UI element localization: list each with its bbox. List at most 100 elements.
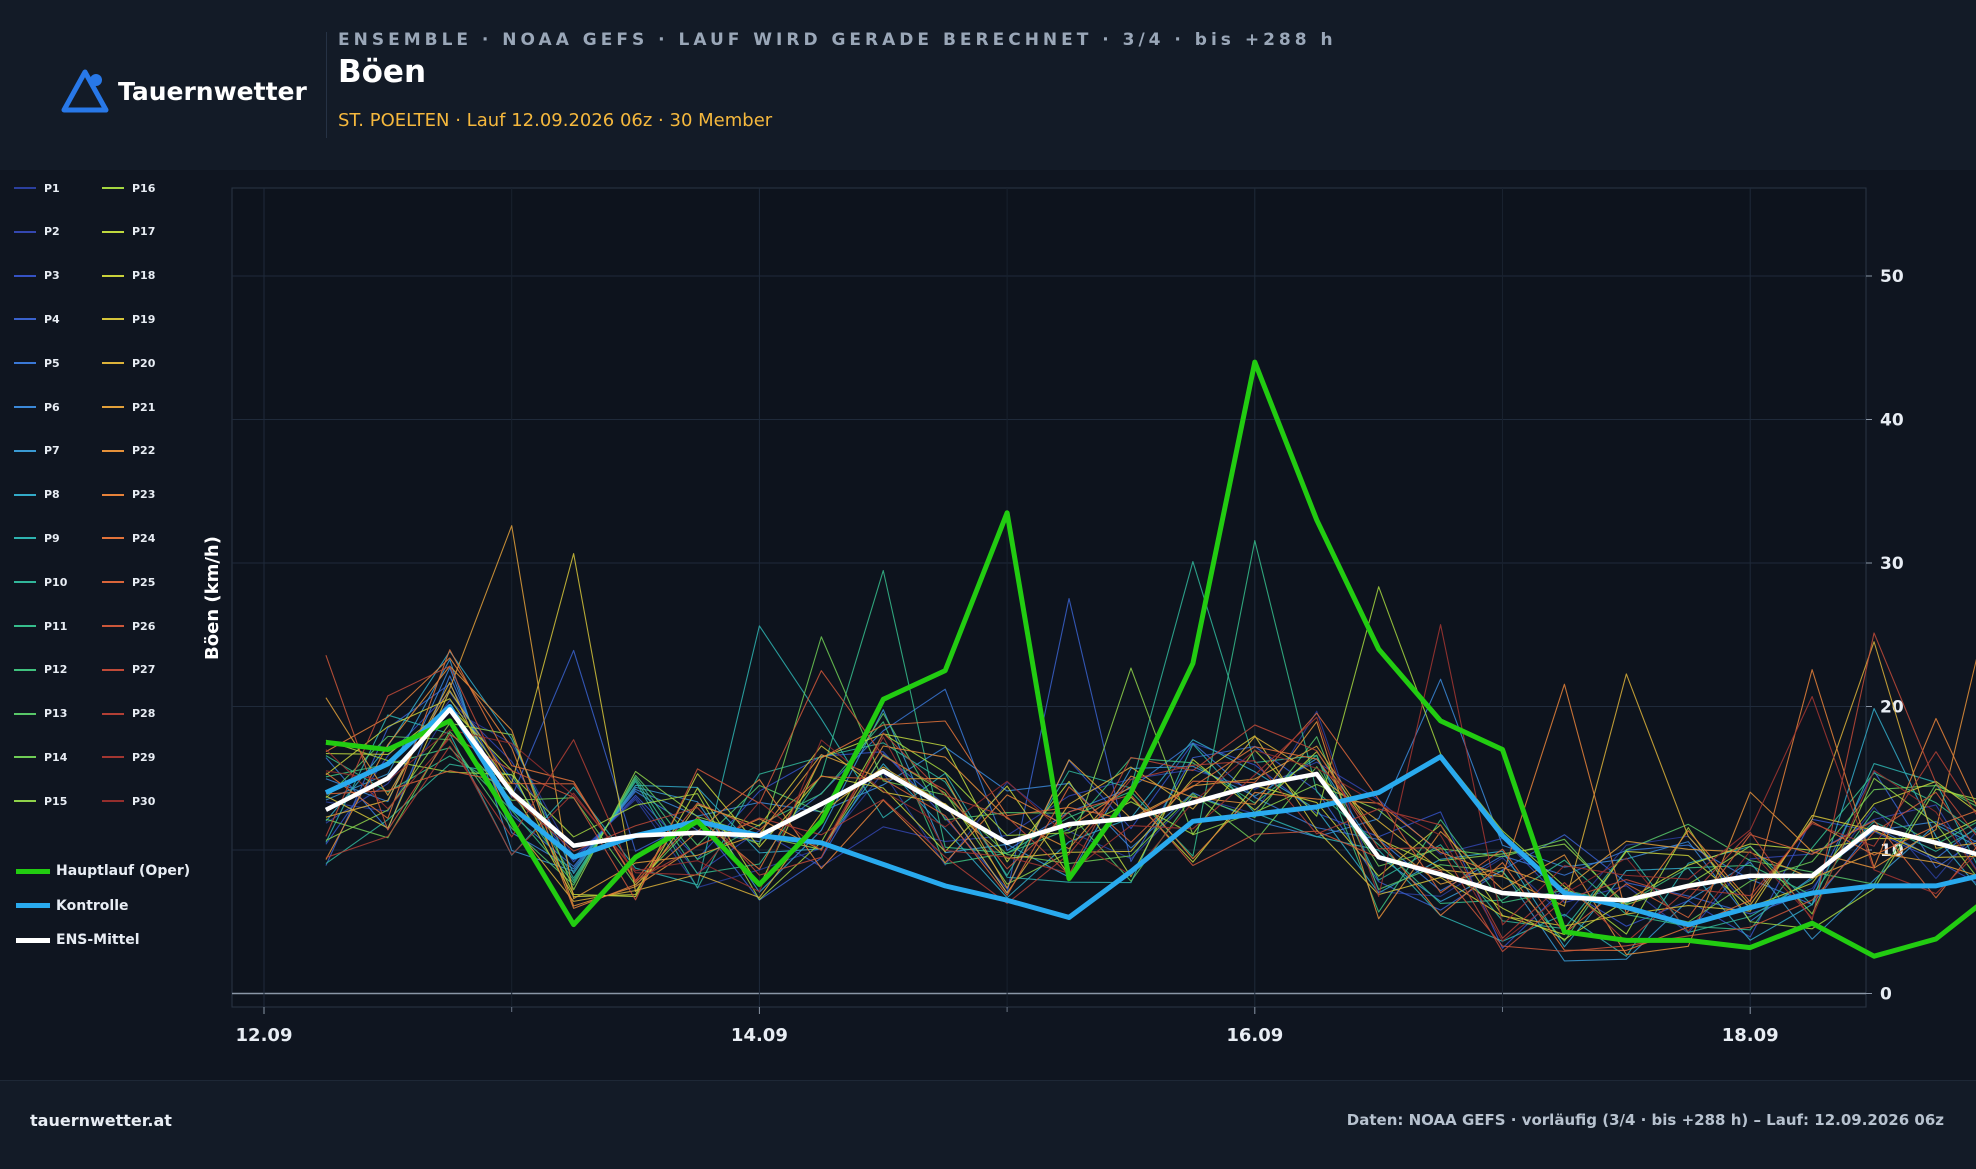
header-bar: Tauernwetter ENSEMBLE · NOAA GEFS · LAUF… xyxy=(0,0,1976,170)
legend-swatch xyxy=(14,800,36,803)
legend-label: P28 xyxy=(132,707,156,721)
legend-swatch xyxy=(102,274,124,277)
ensemble-member-line xyxy=(325,729,1976,942)
legend-swatch xyxy=(14,406,36,408)
page-title: Böen xyxy=(338,54,427,90)
legend-label: P24 xyxy=(132,531,156,545)
legend-item-p14: P14 xyxy=(14,749,67,765)
legend-swatch xyxy=(14,187,36,189)
legend-swatch xyxy=(102,230,124,233)
y-tick-label: 30 xyxy=(1880,554,1904,574)
header-divider xyxy=(326,32,327,138)
legend-label: P18 xyxy=(132,269,156,283)
legend-label: P7 xyxy=(44,444,60,458)
footer-site-link[interactable]: tauernwetter.at xyxy=(30,1111,172,1130)
chart-legend: P1 P2 P3 P4 P5 P6 P7 P8 P9 P10 P11 P12 P13 P14 P15 P16 P… xyxy=(0,170,230,1070)
logo-mountain-icon xyxy=(61,69,109,113)
legend-item-p8: P8 xyxy=(14,487,60,503)
legend-item-p20: P20 xyxy=(102,355,155,371)
legend-swatch xyxy=(16,903,50,908)
legend-item-p11: P11 xyxy=(14,618,67,634)
legend-item-p1: P1 xyxy=(14,180,60,196)
legend-main-item: ENS-Mittel xyxy=(16,930,140,950)
legend-swatch xyxy=(102,537,124,540)
legend-swatch xyxy=(14,581,36,584)
y-tick-label: 20 xyxy=(1880,698,1904,718)
ensemble-member-line xyxy=(325,553,1976,927)
legend-item-p12: P12 xyxy=(14,662,67,678)
legend-swatch xyxy=(102,756,124,759)
legend-item-p17: P17 xyxy=(102,224,155,240)
legend-swatch xyxy=(14,230,36,233)
footer-bar: tauernwetter.at Daten: NOAA GEFS · vorlä… xyxy=(0,1080,1976,1169)
legend-swatch xyxy=(14,756,36,759)
ensemble-member-line xyxy=(325,624,1976,926)
ensemble-member-line xyxy=(325,691,1976,949)
legend-item-p4: P4 xyxy=(14,311,60,327)
legend-swatch xyxy=(14,274,36,277)
legend-item-p22: P22 xyxy=(102,443,155,459)
footer-data-source: Daten: NOAA GEFS · vorläufig (3/4 · bis … xyxy=(1346,1111,1944,1129)
y-tick-label: 50 xyxy=(1880,267,1904,287)
y-tick-label: 0 xyxy=(1880,985,1892,1005)
legend-swatch xyxy=(102,318,124,321)
legend-label: P9 xyxy=(44,531,60,545)
legend-item-p23: P23 xyxy=(102,487,155,503)
legend-main-item: Kontrolle xyxy=(16,896,129,916)
legend-label: P3 xyxy=(44,269,60,283)
run-status-kicker: ENSEMBLE · NOAA GEFS · LAUF WIRD GERADE … xyxy=(338,30,1337,50)
legend-swatch xyxy=(102,449,124,452)
legend-swatch xyxy=(14,318,36,321)
legend-label: P17 xyxy=(132,225,156,239)
legend-item-p16: P16 xyxy=(102,180,155,196)
legend-label: P12 xyxy=(44,663,68,677)
ensemble-member-line xyxy=(325,721,1976,913)
legend-swatch xyxy=(102,406,124,408)
legend-item-p30: P30 xyxy=(102,793,155,809)
legend-label: P14 xyxy=(44,750,68,764)
legend-label: P27 xyxy=(132,663,156,677)
legend-swatch xyxy=(14,712,36,715)
legend-item-p18: P18 xyxy=(102,268,155,284)
legend-label: P22 xyxy=(132,444,156,458)
legend-label: P23 xyxy=(132,488,156,502)
ensemble-member-line xyxy=(325,586,1976,935)
ensemble-member-line xyxy=(325,525,1976,900)
ensemble-member-line xyxy=(325,654,1976,952)
legend-item-p27: P27 xyxy=(102,662,155,678)
legend-item-p28: P28 xyxy=(102,706,155,722)
legend-label: P29 xyxy=(132,750,156,764)
ensemble-member-line xyxy=(325,632,1976,953)
legend-label: P4 xyxy=(44,312,60,326)
ensemble-member-line xyxy=(325,625,1976,957)
ensemble-member-line xyxy=(325,597,1976,915)
legend-swatch xyxy=(16,868,50,874)
plot-area xyxy=(231,187,1867,1008)
legend-label: P19 xyxy=(132,312,156,326)
legend-label: P20 xyxy=(132,356,156,370)
legend-swatch xyxy=(102,625,124,627)
oper-run-line xyxy=(325,359,1976,959)
legend-label: P11 xyxy=(44,619,68,633)
legend-swatch xyxy=(102,668,124,671)
legend-swatch xyxy=(14,537,36,540)
ensemble-member-line xyxy=(325,699,1976,934)
y-tick-label: 40 xyxy=(1880,411,1904,431)
legend-item-p10: P10 xyxy=(14,574,67,590)
legend-label: P30 xyxy=(132,794,156,808)
legend-swatch xyxy=(14,493,36,496)
legend-label: ENS-Mittel xyxy=(56,932,140,948)
legend-item-p21: P21 xyxy=(102,399,155,415)
legend-swatch xyxy=(102,187,124,189)
ensemble-member-line xyxy=(325,636,1976,923)
legend-label: Kontrolle xyxy=(56,897,129,914)
x-tick-label: 16.09 xyxy=(1226,1025,1283,1046)
legend-label: Hauptlauf (Oper) xyxy=(56,863,191,879)
legend-item-p3: P3 xyxy=(14,268,60,284)
y-axis-label: Böen (km/h) xyxy=(202,536,223,660)
logo[interactable]: Tauernwetter xyxy=(60,68,307,114)
logo-text: Tauernwetter xyxy=(118,76,307,106)
legend-label: P8 xyxy=(44,488,60,502)
legend-item-p9: P9 xyxy=(14,530,60,546)
ensemble-member-line xyxy=(325,641,1976,907)
